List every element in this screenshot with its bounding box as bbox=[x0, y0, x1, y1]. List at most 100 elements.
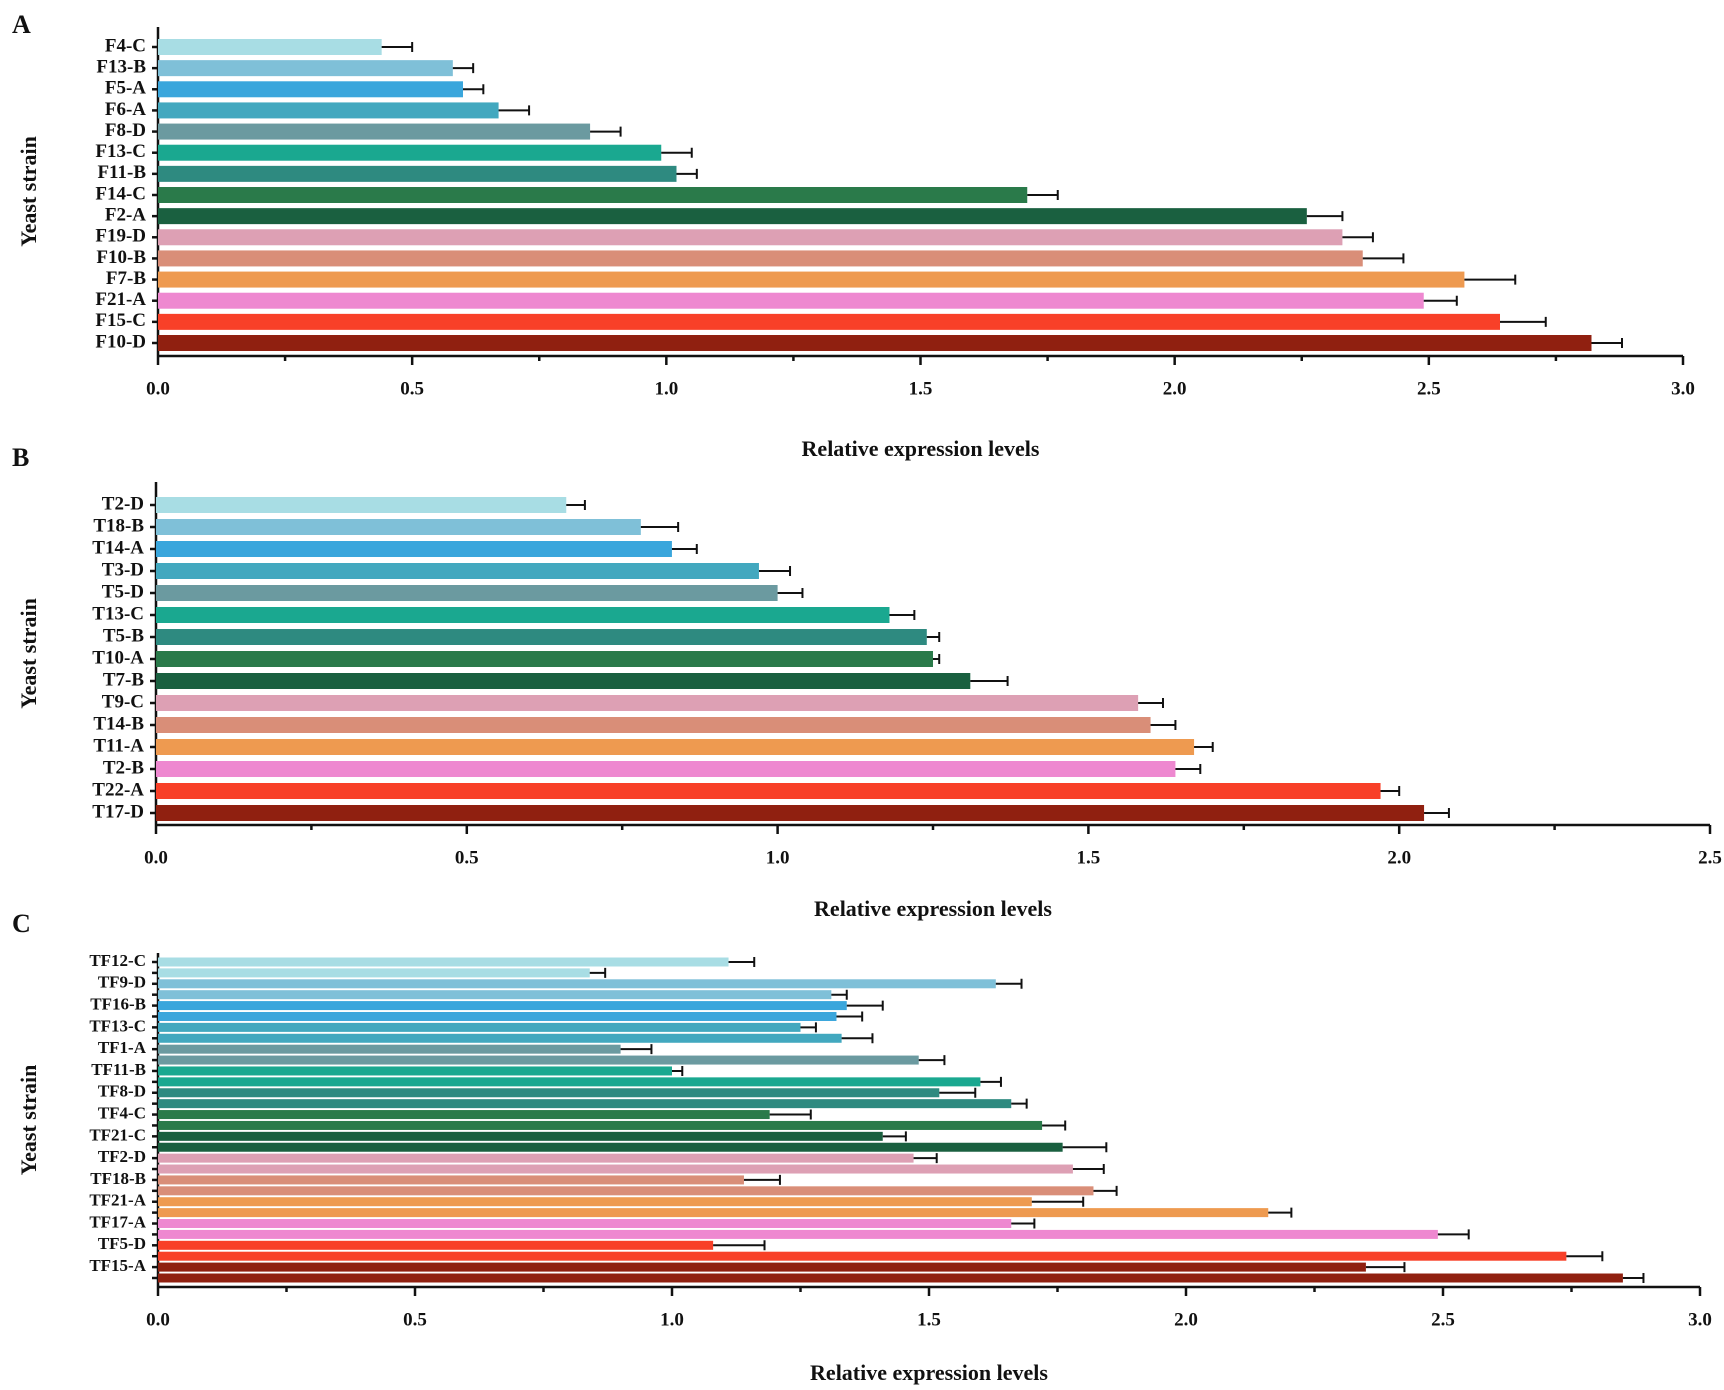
y-tick-label: F13-C bbox=[95, 141, 146, 162]
y-tick-label: T13-C bbox=[92, 603, 144, 624]
bar bbox=[158, 1022, 801, 1032]
y-tick-label: T11-A bbox=[93, 735, 144, 756]
bar bbox=[158, 335, 1592, 351]
y-tick-label: T18-B bbox=[93, 515, 144, 536]
error-bar bbox=[1042, 1120, 1067, 1131]
error-bar bbox=[882, 1131, 907, 1142]
x-tick-label: 2.0 bbox=[1163, 378, 1187, 399]
bar bbox=[158, 1208, 1269, 1218]
x-axis-label: Relative expression levels bbox=[810, 1360, 1048, 1385]
bar bbox=[156, 607, 890, 623]
bar bbox=[158, 1044, 621, 1054]
y-tick-label: T2-B bbox=[103, 757, 145, 778]
bar bbox=[158, 1077, 981, 1087]
x-tick-label: 1.5 bbox=[909, 378, 933, 399]
x-tick-label: 0.5 bbox=[400, 378, 424, 399]
error-bar bbox=[1011, 1218, 1036, 1229]
x-axis-label: Relative expression levels bbox=[802, 436, 1040, 461]
error-bar bbox=[1306, 211, 1344, 222]
y-tick-label: F6-A bbox=[105, 99, 146, 120]
bar bbox=[158, 1142, 1063, 1152]
error-bar bbox=[620, 1044, 653, 1055]
error-bar bbox=[1138, 698, 1164, 708]
bar bbox=[156, 541, 672, 557]
error-bar bbox=[831, 989, 848, 1000]
error-bar bbox=[1268, 1207, 1293, 1218]
error-bar bbox=[1150, 720, 1177, 730]
y-tick-label: TF21-C bbox=[89, 1125, 146, 1144]
panel-letter: B bbox=[12, 443, 29, 472]
y-tick-label: F4-C bbox=[105, 35, 146, 56]
error-bar bbox=[758, 566, 792, 576]
x-tick-label: 2.0 bbox=[1174, 1309, 1198, 1330]
error-bar bbox=[1365, 1262, 1406, 1273]
y-tick-label: TF8-D bbox=[98, 1082, 146, 1101]
error-bar bbox=[918, 1055, 946, 1066]
x-tick-label: 2.5 bbox=[1431, 1309, 1455, 1330]
error-bar bbox=[381, 42, 414, 52]
y-tick-label: T9-C bbox=[102, 691, 144, 712]
bar bbox=[158, 1186, 1094, 1196]
x-tick-label: 2.0 bbox=[1387, 847, 1411, 868]
y-axis-label: Yeast strain bbox=[16, 1065, 41, 1176]
bar bbox=[158, 292, 1424, 309]
error-bar bbox=[1175, 764, 1202, 774]
y-tick-label: F21-A bbox=[95, 289, 146, 310]
x-axis-label: Relative expression levels bbox=[814, 896, 1052, 921]
bar bbox=[158, 250, 1363, 267]
bar bbox=[158, 1099, 1012, 1109]
bar bbox=[158, 208, 1307, 225]
error-bar bbox=[1423, 295, 1458, 306]
panel-letter: C bbox=[12, 909, 31, 938]
bar bbox=[158, 1219, 1012, 1229]
error-bar bbox=[498, 105, 531, 116]
x-tick-label: 0.0 bbox=[144, 847, 168, 868]
bar bbox=[156, 585, 778, 601]
bar bbox=[158, 1120, 1043, 1130]
y-tick-label: T14-A bbox=[92, 537, 144, 558]
y-tick-label: TF18-B bbox=[90, 1169, 146, 1188]
x-tick-label: 3.0 bbox=[1671, 378, 1695, 399]
x-tick-label: 2.5 bbox=[1417, 378, 1441, 399]
error-bar bbox=[1011, 1098, 1028, 1109]
bar bbox=[158, 968, 590, 978]
y-tick-label: TF21-A bbox=[89, 1191, 146, 1210]
error-bar bbox=[463, 84, 485, 95]
y-tick-label: T2-D bbox=[102, 493, 144, 514]
y-tick-label: TF2-D bbox=[98, 1147, 146, 1166]
error-bar bbox=[452, 63, 475, 74]
error-bar bbox=[676, 168, 698, 179]
bar bbox=[158, 1011, 837, 1021]
bar bbox=[158, 123, 591, 140]
error-bar bbox=[846, 1000, 884, 1011]
bar bbox=[158, 1055, 919, 1065]
error-bar bbox=[769, 1109, 812, 1120]
bar bbox=[158, 1033, 842, 1043]
error-bar bbox=[589, 967, 607, 978]
bar bbox=[156, 673, 971, 689]
bar bbox=[158, 1088, 940, 1098]
y-tick-label: F11-B bbox=[97, 162, 146, 183]
y-tick-label: TF15-A bbox=[89, 1256, 146, 1275]
error-bar bbox=[672, 1065, 684, 1076]
y-axis-label: Yeast strain bbox=[16, 136, 41, 247]
y-tick-label: TF5-D bbox=[98, 1234, 146, 1253]
y-tick-label: T5-B bbox=[103, 625, 145, 646]
x-tick-label: 0.5 bbox=[455, 847, 479, 868]
bar bbox=[156, 717, 1151, 733]
error-bar bbox=[1031, 1196, 1085, 1207]
error-bar bbox=[1362, 253, 1405, 264]
error-bar bbox=[841, 1033, 874, 1044]
bar bbox=[158, 39, 382, 55]
y-tick-label: T7-B bbox=[103, 669, 145, 690]
x-tick-label: 0.0 bbox=[146, 378, 170, 399]
error-bar bbox=[889, 610, 916, 620]
error-bar bbox=[743, 1174, 781, 1185]
bar bbox=[158, 102, 499, 119]
error-bar bbox=[640, 522, 680, 532]
y-tick-label: F10-B bbox=[96, 247, 146, 268]
error-bar bbox=[1062, 1142, 1108, 1153]
bar bbox=[156, 651, 933, 667]
x-tick-label: 1.0 bbox=[766, 847, 790, 868]
